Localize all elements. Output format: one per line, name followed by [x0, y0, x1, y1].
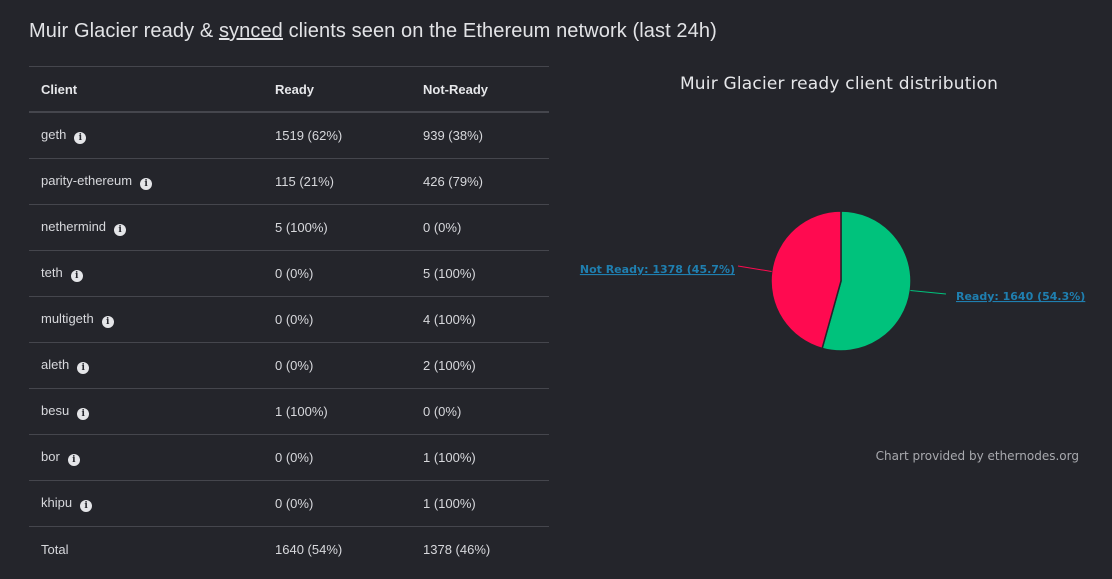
client-name: nethermind [41, 219, 107, 234]
client-cell: khipu i [29, 480, 263, 527]
info-icon[interactable]: i [74, 132, 87, 144]
ready-cell: 1519 (62%) [263, 111, 411, 159]
header-not-ready: Not-Ready [411, 66, 549, 113]
ready-cell: 0 (0%) [263, 434, 411, 481]
pie-label-line [737, 265, 772, 272]
not-ready-cell: 1 (100%) [411, 480, 549, 527]
pie-label-ready[interactable]: Ready: 1640 (54.3%) [956, 290, 1085, 303]
client-name: multigeth [41, 311, 94, 326]
info-icon[interactable]: i [101, 316, 114, 328]
chart-credit[interactable]: Chart provided by ethernodes.org [875, 449, 1079, 463]
chart-title: Muir Glacier ready client distribution [679, 74, 999, 94]
ready-cell: 0 (0%) [263, 342, 411, 389]
page-title: Muir Glacier ready & synced clients seen… [29, 20, 717, 43]
table-row: teth i 0 (0%) 5 (100%) [29, 250, 549, 297]
client-table: Client Ready Not-Ready geth i 1519 (62%) … [29, 66, 549, 572]
pie-slice-ready[interactable] [821, 210, 912, 352]
client-name: teth [41, 265, 63, 280]
ready-cell: 1 (100%) [263, 388, 411, 435]
client-name: parity-ethereum [41, 173, 133, 188]
info-icon[interactable]: i [114, 224, 127, 236]
table-row: khipu i 0 (0%) 1 (100%) [29, 480, 549, 527]
not-ready-cell: 0 (0%) [411, 388, 549, 435]
client-cell: bor i [29, 434, 263, 481]
ready-cell: 0 (0%) [263, 480, 411, 527]
client-cell: parity-ethereum i [29, 158, 263, 205]
info-icon[interactable]: i [70, 270, 83, 282]
table-row: bor i 0 (0%) 1 (100%) [29, 434, 549, 481]
table-row: parity-ethereum i 115 (21%) 426 (79%) [29, 158, 549, 205]
client-name: geth [41, 127, 67, 142]
total-label: Total [29, 526, 263, 572]
client-name: khipu [41, 495, 73, 510]
info-icon[interactable]: i [80, 500, 93, 512]
total-ready: 1640 (54%) [263, 526, 411, 572]
info-icon[interactable]: i [67, 454, 80, 466]
client-cell: besu i [29, 388, 263, 435]
pie-label-not-ready[interactable]: Not Ready: 1378 (45.7%) [580, 263, 735, 276]
ready-cell: 0 (0%) [263, 250, 411, 297]
table-header-row: Client Ready Not-Ready [29, 66, 549, 113]
table-row: multigeth i 0 (0%) 4 (100%) [29, 296, 549, 343]
not-ready-cell: 5 (100%) [411, 250, 549, 297]
table-total-row: Total 1640 (54%) 1378 (46%) [29, 526, 549, 572]
client-cell: multigeth i [29, 296, 263, 343]
synced-link[interactable]: synced [218, 20, 283, 42]
not-ready-cell: 1 (100%) [411, 434, 549, 481]
table-row: nethermind i 5 (100%) 0 (0%) [29, 204, 549, 251]
pie-slice-not-ready[interactable] [770, 210, 842, 350]
info-icon[interactable]: i [140, 178, 153, 190]
ready-cell: 115 (21%) [263, 158, 411, 205]
info-icon[interactable]: i [77, 362, 90, 374]
ready-cell: 0 (0%) [263, 296, 411, 343]
pie-label-line [910, 290, 947, 295]
table-row: besu i 1 (100%) 0 (0%) [29, 388, 549, 435]
client-cell: aleth i [29, 342, 263, 389]
table-row: geth i 1519 (62%) 939 (38%) [29, 111, 549, 159]
header-ready: Ready [263, 66, 411, 113]
ready-cell: 5 (100%) [263, 204, 411, 251]
not-ready-cell: 939 (38%) [411, 111, 549, 159]
total-not-ready: 1378 (46%) [411, 526, 549, 572]
not-ready-cell: 2 (100%) [411, 342, 549, 389]
not-ready-cell: 0 (0%) [411, 204, 549, 251]
client-cell: nethermind i [29, 204, 263, 251]
client-cell: teth i [29, 250, 263, 297]
client-name: bor [41, 449, 60, 464]
header-client: Client [29, 66, 263, 113]
table-row: aleth i 0 (0%) 2 (100%) [29, 342, 549, 389]
page-title-text-end: clients seen on the Ethereum network (la… [282, 20, 717, 42]
client-cell: geth i [29, 111, 263, 159]
not-ready-cell: 4 (100%) [411, 296, 549, 343]
client-name: besu [41, 403, 70, 418]
info-icon[interactable]: i [77, 408, 90, 420]
page-title-text-start: Muir Glacier ready & [29, 20, 219, 42]
not-ready-cell: 426 (79%) [411, 158, 549, 205]
client-name: aleth [41, 357, 70, 372]
